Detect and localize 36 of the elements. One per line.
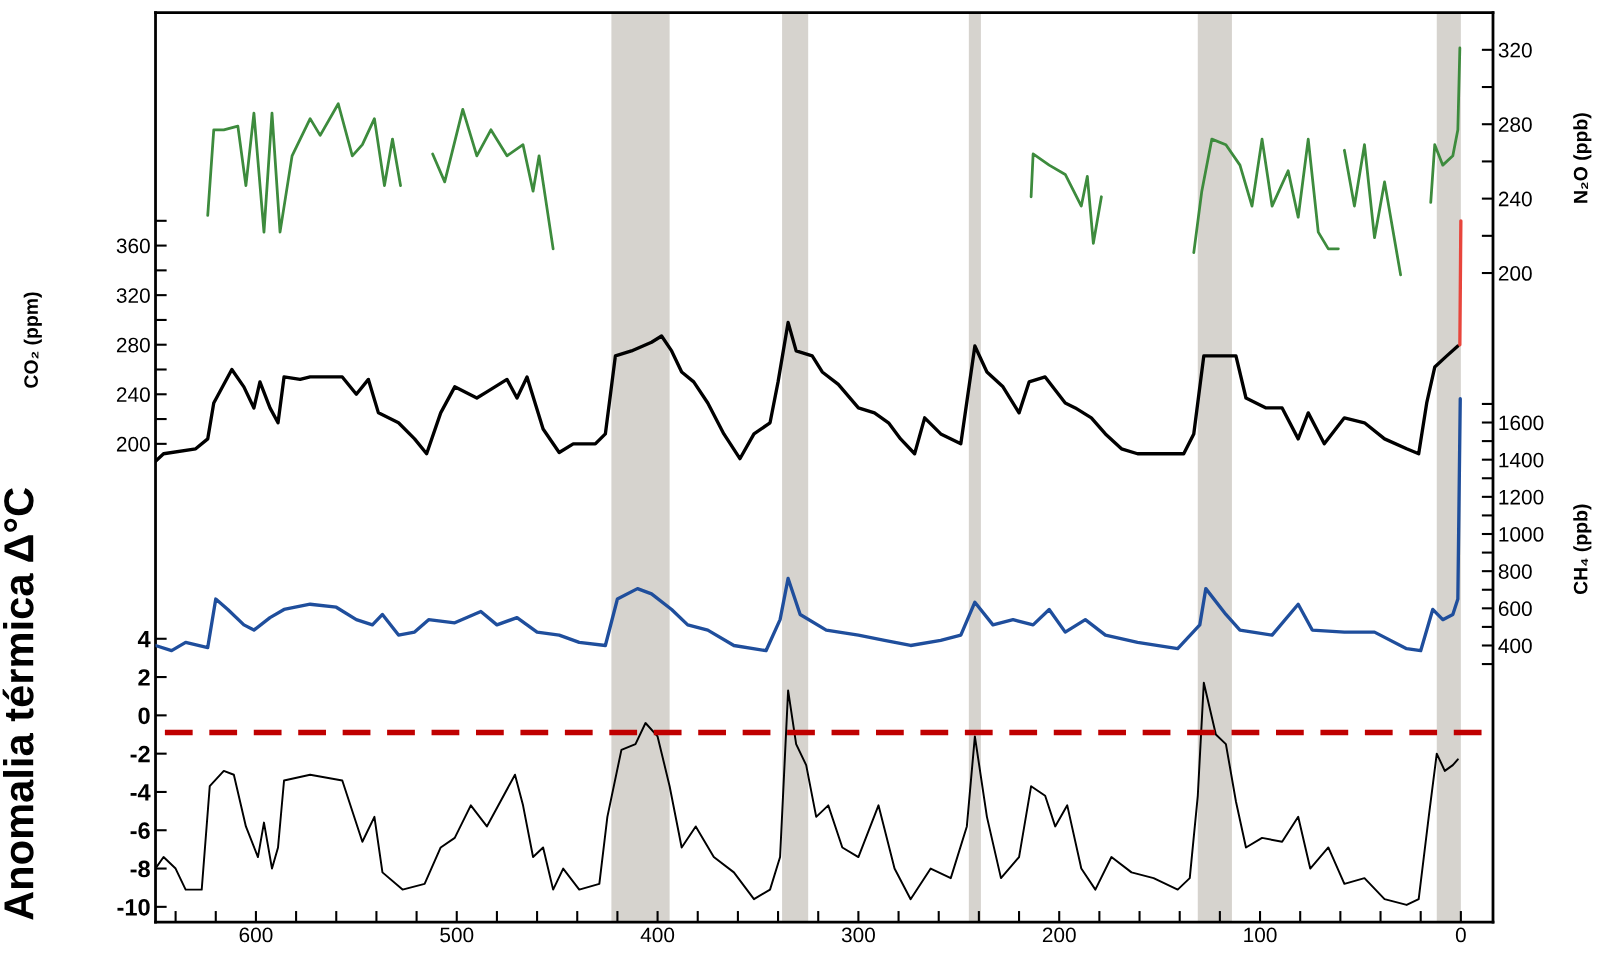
y3-tick-label: 400	[1498, 638, 1532, 654]
y3-axis-title: CH₄ (ppb)	[1573, 504, 1592, 595]
y2-tick-label: 280	[1498, 117, 1532, 132]
y3-tick-label: 1600	[1499, 415, 1544, 431]
y-axis-title: Anomalia térmica Δ°C	[2, 487, 34, 920]
y-tick-label: 2	[138, 669, 150, 686]
y-tick-label: -8	[130, 860, 150, 878]
y-axis-title: CO₂ (ppm)	[23, 292, 42, 388]
y2-tick-label: 320	[1498, 42, 1532, 58]
y3-tick-label: 800	[1498, 564, 1532, 579]
y-tick-label: -4	[130, 784, 151, 801]
y-tick-label: 4	[137, 631, 151, 648]
y3-tick-label: 1200	[1499, 489, 1544, 505]
x-tick-label: 500	[440, 927, 474, 943]
x-tick-label: 400	[640, 927, 675, 943]
y-tick-label: 360	[116, 238, 150, 254]
x-tick-label: 200	[1042, 927, 1076, 943]
x-tick-label: 300	[841, 927, 875, 943]
y3-tick-label: 600	[1498, 601, 1532, 617]
y3-tick-label: 1400	[1499, 452, 1544, 468]
y-tick-label: 320	[116, 288, 150, 303]
y-tick-label: 240	[116, 387, 150, 403]
y2-axis-title: N₂O (ppb)	[1573, 113, 1592, 203]
y3-tick-label: 1000	[1499, 527, 1544, 542]
y-tick-label: -10	[117, 898, 150, 916]
y-tick-label: 200	[116, 436, 150, 452]
line-series	[155, 397, 1462, 653]
y-tick-label: -6	[130, 822, 150, 840]
x-tick-label: 600	[239, 927, 273, 943]
x-tick-label: 100	[1244, 927, 1277, 943]
y2-tick-label: 200	[1498, 266, 1532, 281]
x-tick-label: 0	[1455, 927, 1466, 943]
y-tick-label: -2	[130, 745, 150, 763]
y2-tick-label: 240	[1498, 191, 1532, 207]
y-tick-label: 280	[116, 337, 150, 353]
y-tick-label: 0	[138, 707, 150, 725]
